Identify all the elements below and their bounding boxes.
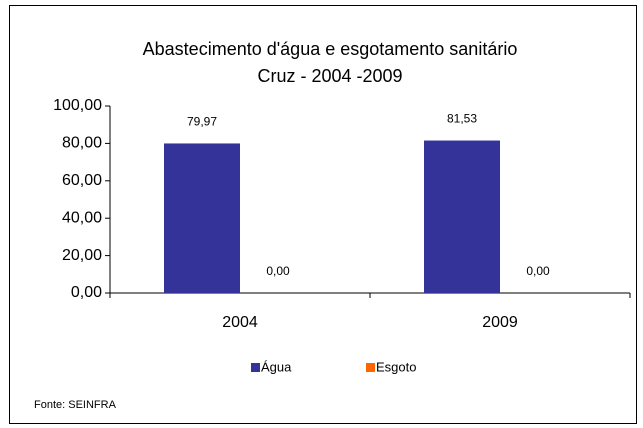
value-label: 0,00 xyxy=(526,264,550,278)
bar xyxy=(424,140,500,293)
legend-swatch xyxy=(366,363,375,372)
legend-label: Esgoto xyxy=(376,359,416,374)
value-label: 0,00 xyxy=(266,264,290,278)
legend-label: Água xyxy=(261,359,292,374)
x-tick-label: 2004 xyxy=(222,314,258,331)
source-note: Fonte: SEINFRA xyxy=(34,399,117,411)
chart-border xyxy=(9,5,637,424)
value-label: 81,53 xyxy=(447,112,477,126)
chart-title: Abastecimento d'água e esgotamento sanit… xyxy=(143,39,518,59)
y-tick-label: 0,00 xyxy=(71,284,102,301)
y-tick-label: 20,00 xyxy=(62,247,102,264)
legend-swatch xyxy=(251,363,260,372)
y-tick-label: 40,00 xyxy=(62,209,102,226)
chart-subtitle: Cruz - 2004 -2009 xyxy=(257,66,402,86)
value-label: 79,97 xyxy=(187,115,217,129)
y-tick-label: 80,00 xyxy=(62,135,102,152)
y-tick-label: 60,00 xyxy=(62,172,102,189)
y-tick-label: 100,00 xyxy=(53,97,102,114)
x-tick-label: 2009 xyxy=(482,314,518,331)
bar xyxy=(164,143,240,293)
